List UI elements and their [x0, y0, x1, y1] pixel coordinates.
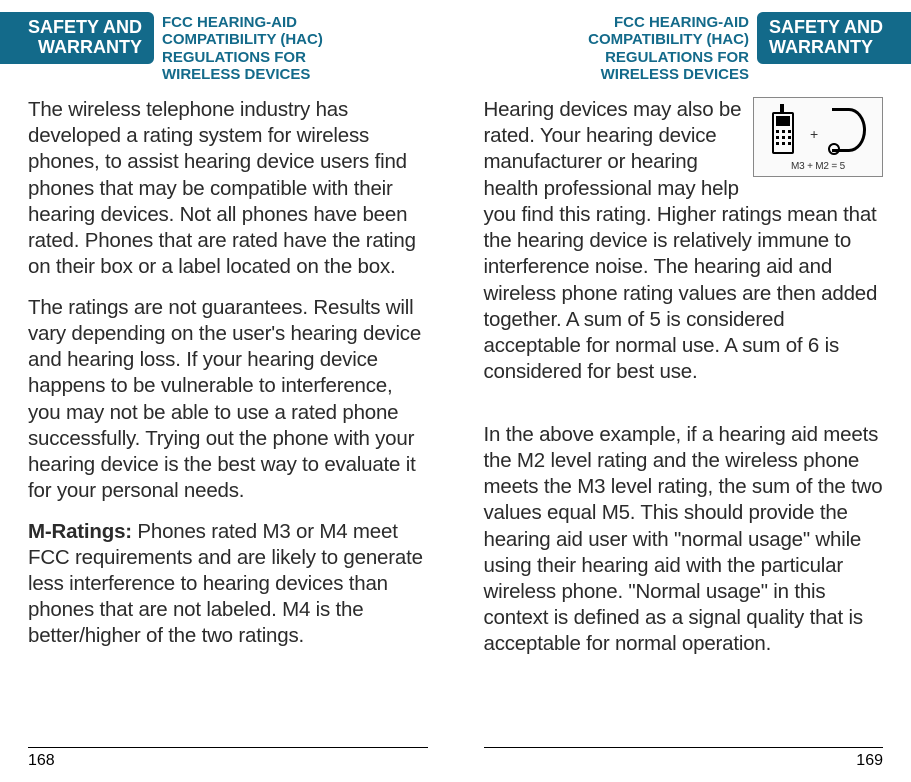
sub-line1: FCC HEARING-AID [162, 14, 297, 31]
hac-illustration: + M3 + M2 = 5 [753, 97, 883, 177]
plus-icon: + [810, 126, 818, 144]
sub-heading: FCC HEARING-AID COMPATIBILITY (HAC) REGU… [154, 12, 331, 85]
section-badge: SAFETY AND WARRANTY [757, 12, 911, 64]
sub-line2: COMPATIBILITY (HAC) [588, 31, 749, 48]
spread: SAFETY AND WARRANTY FCC HEARING-AID COMP… [0, 0, 911, 782]
page-number-left: 168 [28, 747, 428, 770]
hearing-aid-icon [832, 108, 866, 152]
header-right: FCC HEARING-AID COMPATIBILITY (HAC) REGU… [484, 12, 884, 85]
para-1: + M3 + M2 = 5 Hearing devices may also b… [484, 97, 884, 386]
sub-line1: FCC HEARING-AID [614, 14, 749, 31]
page-left: SAFETY AND WARRANTY FCC HEARING-AID COMP… [0, 0, 456, 782]
para-1: The wireless telephone industry has deve… [28, 97, 428, 281]
badge-line2: WARRANTY [38, 37, 142, 57]
header-left: SAFETY AND WARRANTY FCC HEARING-AID COMP… [28, 12, 428, 85]
para-2: In the above example, if a hearing aid m… [484, 422, 884, 658]
sub-line3: REGULATIONS FOR [605, 49, 749, 66]
page-right: FCC HEARING-AID COMPATIBILITY (HAC) REGU… [456, 0, 911, 782]
body-right: + M3 + M2 = 5 Hearing devices may also b… [484, 97, 884, 747]
badge-line1: SAFETY AND [28, 17, 142, 37]
sub-line2: COMPATIBILITY (HAC) [162, 31, 323, 48]
spacer [484, 392, 884, 422]
badge-line1: SAFETY AND [769, 17, 883, 37]
section-badge: SAFETY AND WARRANTY [0, 12, 154, 64]
page-number-right: 169 [484, 747, 884, 770]
m-ratings-label: M-Ratings: [28, 520, 137, 543]
badge-line2: WARRANTY [769, 37, 873, 57]
sub-heading: FCC HEARING-AID COMPATIBILITY (HAC) REGU… [580, 12, 757, 85]
para-2: The ratings are not guarantees. Results … [28, 295, 428, 505]
sub-line4: WIRELESS DEVICES [162, 66, 310, 83]
body-left: The wireless telephone industry has deve… [28, 97, 428, 747]
sub-line4: WIRELESS DEVICES [601, 66, 749, 83]
para-3: M-Ratings: Phones rated M3 or M4 meet FC… [28, 519, 428, 650]
illustration-caption: M3 + M2 = 5 [754, 161, 882, 174]
sub-line3: REGULATIONS FOR [162, 49, 306, 66]
phone-icon [768, 104, 798, 154]
